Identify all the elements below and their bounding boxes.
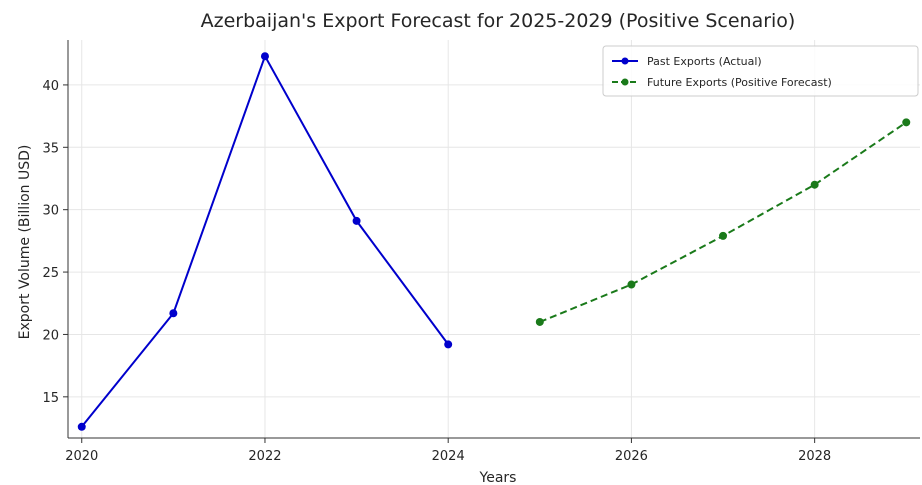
series-2-point bbox=[810, 180, 819, 189]
y-tick-label: 25 bbox=[42, 266, 59, 281]
series-layer bbox=[77, 52, 911, 431]
axes-frame bbox=[67, 40, 920, 439]
x-tick-label: 2028 bbox=[798, 449, 831, 464]
chart-title: Azerbaijan's Export Forecast for 2025-20… bbox=[201, 10, 796, 32]
legend-box bbox=[602, 45, 919, 97]
legend-swatch-marker bbox=[621, 78, 629, 86]
series-2-point bbox=[535, 317, 544, 326]
legend-entry-label: Past Exports (Actual) bbox=[647, 55, 762, 68]
x-tick-label: 2022 bbox=[248, 449, 281, 464]
series-line-2 bbox=[539, 121, 907, 323]
series-2-point bbox=[902, 118, 911, 127]
legend: Past Exports (Actual) Future Exports (Pos… bbox=[602, 45, 919, 97]
x-axis-label: Years bbox=[479, 470, 517, 485]
series-2-point bbox=[719, 231, 728, 240]
grid bbox=[68, 40, 920, 438]
series-1-point bbox=[169, 309, 178, 318]
y-tick-label: 35 bbox=[42, 141, 59, 156]
x-tick-label: 2020 bbox=[65, 449, 98, 464]
y-tick-label: 20 bbox=[42, 328, 59, 343]
y-tick-label: 15 bbox=[42, 391, 59, 406]
x-tick-label: 2024 bbox=[432, 449, 465, 464]
y-tick-label: 30 bbox=[42, 204, 59, 219]
series-1-point bbox=[352, 216, 361, 225]
x-tick-label: 2026 bbox=[615, 449, 648, 464]
tick-labels: 2020 2022 2024 2026 2028 15 20 25 30 35 40 bbox=[42, 79, 831, 464]
y-tick-label: 40 bbox=[42, 79, 59, 94]
series-1-point bbox=[77, 422, 86, 431]
legend-entry-label: Future Exports (Positive Forecast) bbox=[647, 76, 832, 89]
series-1-point bbox=[260, 52, 269, 61]
y-axis-label: Export Volume (Billion USD) bbox=[17, 145, 33, 340]
series-2-point bbox=[627, 280, 636, 289]
legend-swatch-marker bbox=[621, 57, 629, 65]
series-1-point bbox=[444, 340, 453, 349]
